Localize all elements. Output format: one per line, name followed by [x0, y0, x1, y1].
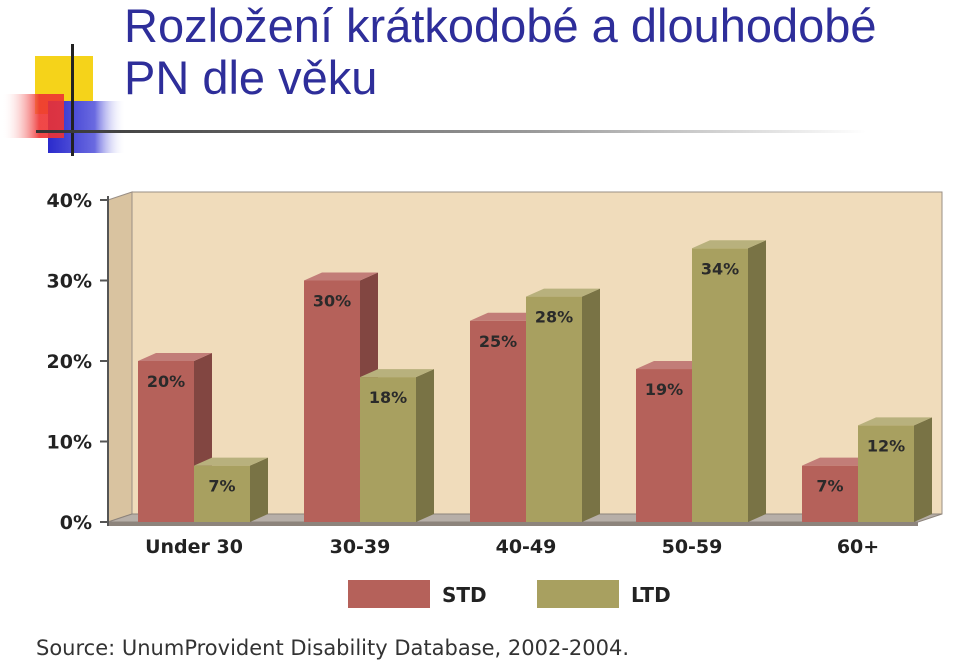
plot-floor-edge	[108, 522, 918, 526]
bar-front	[138, 361, 194, 522]
bar-ltd-1: 18%	[360, 369, 434, 522]
x-tick-label: 50-59	[662, 536, 723, 558]
bar-front	[636, 369, 692, 522]
y-tick-label: 0%	[60, 512, 92, 534]
bar-top	[360, 369, 434, 378]
slide-title-line-2: PN dle věku	[124, 51, 378, 104]
bar-top	[692, 240, 766, 249]
bar-top	[194, 457, 268, 466]
y-tick-label: 30%	[47, 271, 92, 293]
y-tick-label: 10%	[47, 432, 92, 454]
x-tick-label: 60+	[837, 536, 879, 558]
x-tick-label: 30-39	[330, 536, 391, 558]
y-tick-label: 40%	[47, 190, 92, 212]
bar-side	[582, 288, 600, 522]
y-axis: 0% 10% 20% 30% 40%	[47, 190, 109, 534]
deco-vertical-line	[71, 44, 74, 156]
slide-title: Rozložení krátkodobé a dlouhodobé PN dle…	[124, 0, 877, 104]
x-tick-label: 40-49	[496, 536, 557, 558]
bar-data-label: 7%	[208, 477, 235, 496]
bar-data-label: 20%	[147, 372, 185, 391]
bar-data-label: 12%	[867, 436, 905, 455]
legend-label-ltd: LTD	[631, 583, 671, 607]
bar-ltd-2: 28%	[526, 288, 600, 522]
bar-ltd-0: 7%	[194, 457, 268, 522]
legend-swatch-ltd	[537, 580, 619, 608]
bars: 20% 7% 30% 18% 25% 28% 19% 34% 7% 12%	[138, 240, 932, 523]
bar-front	[692, 248, 748, 523]
bar-chart: 0% 10% 20% 30% 40% 20% 7% 30% 18% 25% 28% 19% 34% 7%…	[47, 190, 943, 608]
x-tick-label: Under 30	[145, 536, 243, 558]
bar-side	[748, 240, 766, 523]
bar-front	[858, 425, 914, 522]
bar-front	[526, 296, 582, 522]
bar-data-label: 19%	[645, 380, 683, 399]
bar-front	[194, 465, 250, 522]
x-axis: Under 30 30-39 40-49 50-59 60+	[145, 536, 879, 558]
bar-top	[858, 417, 932, 426]
bar-data-label: 7%	[816, 477, 843, 496]
bar-top	[470, 312, 544, 321]
bar-top	[526, 288, 600, 297]
legend: STD LTD	[348, 580, 671, 608]
deco-horizontal-rule	[36, 130, 866, 133]
bar-top	[304, 272, 378, 281]
bar-side	[914, 417, 932, 522]
y-tick-label: 20%	[47, 351, 92, 373]
legend-label-std: STD	[442, 583, 487, 607]
plot-side-wall	[107, 191, 133, 523]
slide-decoration	[2, 44, 866, 156]
bar-ltd-3: 34%	[692, 240, 766, 523]
bar-ltd-4: 12%	[858, 417, 932, 522]
bar-top	[138, 353, 212, 361]
legend-swatch-std	[348, 580, 430, 608]
bar-front	[470, 320, 526, 522]
bar-top	[636, 361, 710, 370]
bar-front	[304, 280, 360, 522]
bar-top	[802, 457, 876, 466]
bar-data-label: 34%	[701, 259, 739, 278]
slide-title-line-1: Rozložení krátkodobé a dlouhodobé	[124, 0, 877, 52]
bar-data-label: 28%	[535, 308, 573, 327]
bar-data-label: 25%	[479, 332, 517, 351]
bar-front	[802, 465, 858, 522]
bar-side	[250, 457, 268, 522]
bar-front	[360, 377, 416, 522]
bar-data-label: 30%	[313, 292, 351, 311]
source-note: Source: UnumProvident Disability Databas…	[36, 636, 630, 660]
bar-side	[416, 369, 434, 522]
bar-data-label: 18%	[369, 388, 407, 407]
